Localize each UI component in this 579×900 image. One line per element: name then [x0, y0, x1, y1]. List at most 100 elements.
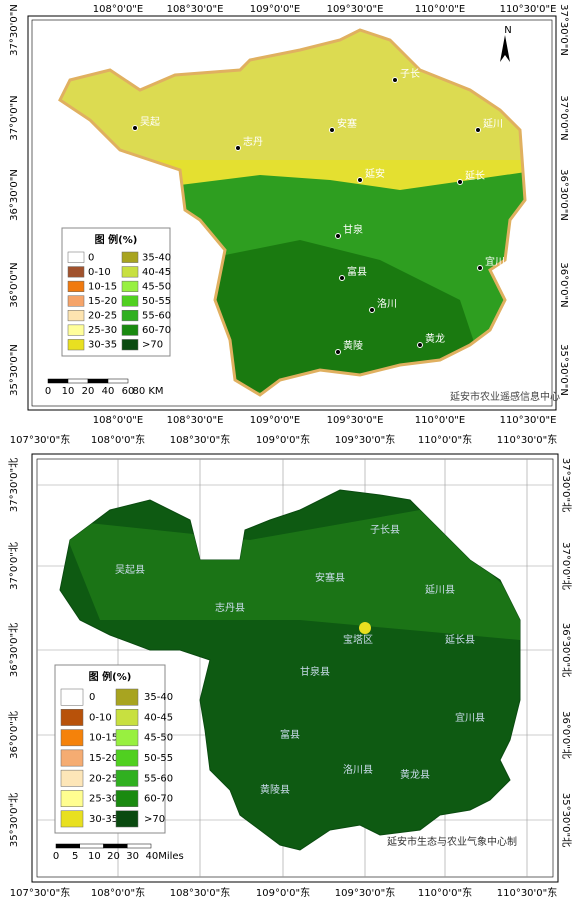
frame-inner — [36, 458, 554, 878]
latitude-label: 36°0'0"北 — [560, 711, 572, 759]
latitude-label: 36°0'0"N — [9, 262, 20, 307]
legend-swatch — [60, 688, 84, 706]
latitude-label: 37°30'0"北 — [560, 458, 572, 512]
credit: 延安市农业遥感信息中心 — [450, 390, 560, 403]
north-label: N — [504, 25, 511, 36]
legend-label: 15-20 — [89, 753, 118, 764]
legend-label: >70 — [142, 340, 163, 351]
scale-label: 60 — [122, 386, 135, 397]
place-label: 志丹 — [243, 135, 263, 148]
legend-label: 35-40 — [142, 252, 171, 263]
legend-swatch — [115, 729, 139, 747]
legend-swatch — [121, 310, 139, 322]
place-marker — [417, 342, 423, 348]
longitude-label: 109°30'0"E — [327, 415, 384, 426]
place-marker — [457, 179, 463, 185]
place-label: 黄龙 — [425, 332, 445, 345]
longitude-label: 109°30'0"东 — [335, 433, 396, 446]
place-label: 黄龙县 — [400, 768, 430, 781]
legend-swatch — [121, 266, 139, 278]
scale-bar — [127, 843, 152, 849]
legend-label: 25-30 — [89, 794, 118, 805]
latitude-label: 36°30'0"北 — [560, 623, 572, 677]
legend-label: 10-15 — [89, 733, 118, 744]
legend-label: 50-55 — [142, 296, 171, 307]
place-marker — [235, 145, 241, 151]
legend-swatch — [115, 709, 139, 726]
scale-label: 40 — [102, 386, 115, 397]
longitude-label: 108°30'0"E — [167, 415, 224, 426]
legend-swatch — [115, 769, 139, 787]
legend-label: 40-45 — [142, 267, 171, 278]
scale-label: Miles — [158, 851, 184, 862]
scale-bar — [79, 843, 104, 849]
place-label: 黄陵县 — [260, 783, 290, 796]
legend-label: 0 — [89, 692, 95, 703]
place-label: 安塞 — [337, 117, 357, 130]
latitude-label: 36°0'0"N — [558, 262, 569, 307]
place-label: 洛川县 — [343, 763, 373, 776]
longitude-label: 110°0'0"E — [415, 415, 465, 426]
place-label: 洛川 — [377, 297, 397, 310]
scale-bar — [107, 378, 129, 384]
scale-label: 10 — [88, 851, 101, 862]
scale-label: 80 KM — [132, 386, 163, 397]
latitude-label: 35°30'0"N — [558, 344, 569, 396]
legend-swatch — [67, 310, 85, 322]
longitude-label: 110°0'0"E — [415, 4, 465, 15]
legend-swatch — [67, 251, 85, 263]
scale-bar — [55, 843, 80, 849]
latitude-label: 36°30'0"N — [558, 169, 569, 221]
longitude-label: 109°30'0"东 — [335, 886, 396, 899]
scale-label: 0 — [53, 851, 59, 862]
place-marker — [475, 127, 481, 133]
legend-swatch — [121, 339, 139, 351]
latitude-label: 37°30'0"N — [558, 4, 569, 56]
scale-label: 20 — [107, 851, 120, 862]
scale-bar — [87, 378, 109, 384]
legend-label: 30-35 — [89, 814, 118, 825]
legend-label: 15-20 — [88, 296, 117, 307]
longitude-label: 109°0'0"东 — [256, 433, 310, 446]
scale-label: 30 — [126, 851, 139, 862]
longitude-label: 109°0'0"E — [250, 415, 300, 426]
place-marker — [339, 275, 345, 281]
longitude-label: 108°0'0"E — [93, 4, 143, 15]
north-arrow — [500, 35, 510, 62]
longitude-label: 108°0'0"E — [93, 415, 143, 426]
latitude-label: 35°30'0"北 — [560, 793, 572, 847]
place-marker — [392, 77, 398, 83]
place-label: 吴起县 — [115, 564, 145, 576]
place-marker — [335, 233, 341, 239]
place-label: 延川县 — [425, 584, 455, 596]
legend-swatch — [115, 790, 139, 807]
longitude-label: 110°30'0"东 — [497, 886, 558, 899]
place-label: 安塞县 — [315, 571, 345, 584]
legend-swatch — [121, 324, 139, 336]
longitude-label: 110°0'0"东 — [418, 433, 472, 446]
frame-inner — [31, 19, 553, 407]
latitude-label: 37°0'0"北 — [560, 542, 572, 590]
latitude-label: 36°30'0"N — [9, 169, 20, 221]
legend-label: 60-70 — [142, 325, 171, 336]
legend-swatch — [60, 709, 84, 726]
longitude-label: 108°30'0"东 — [170, 433, 231, 446]
legend-swatch — [67, 295, 85, 307]
legend-swatch — [67, 324, 85, 336]
scale-bar — [47, 378, 69, 384]
place-label: 子长 — [400, 68, 420, 80]
scale-label: 10 — [62, 386, 75, 397]
latitude-label: 37°0'0"N — [9, 95, 20, 140]
place-label: 甘泉县 — [300, 665, 330, 678]
place-label: 吴起 — [140, 116, 160, 128]
longitude-label: 108°0'0"东 — [91, 433, 145, 446]
legend-label: 45-50 — [142, 281, 171, 292]
legend-label: 20-25 — [89, 773, 118, 784]
scale-label: 0 — [45, 386, 51, 397]
legend-label: 55-60 — [144, 773, 173, 784]
place-marker — [477, 265, 483, 271]
legend-swatch — [121, 280, 139, 292]
legend-label: >70 — [144, 814, 165, 825]
legend-swatch — [67, 266, 85, 278]
